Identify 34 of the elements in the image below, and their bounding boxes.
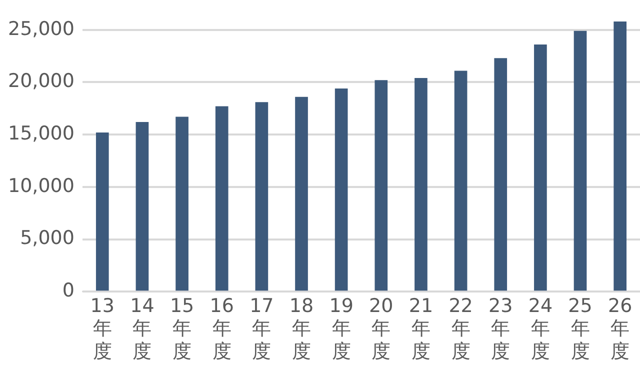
bar [136, 122, 149, 291]
x-tick-label: 23年度 [488, 294, 513, 363]
bar [574, 30, 587, 291]
x-tick-label: 13年度 [90, 294, 114, 363]
y-tick-label: 5,000 [20, 227, 74, 250]
bar [176, 116, 188, 291]
x-tick-label: 25年度 [568, 294, 592, 363]
x-tick-label: 17年度 [250, 294, 274, 363]
bar [334, 88, 348, 291]
y-tick-label: 15,000 [8, 122, 74, 144]
x-tick-label: 14年度 [130, 294, 154, 363]
bar [374, 80, 388, 291]
bar [255, 102, 268, 291]
y-tick-label: 0 [62, 280, 74, 302]
x-tick-label: 15年度 [170, 294, 194, 363]
bar [414, 78, 428, 291]
y-tick-label: 25,000 [8, 18, 74, 40]
x-tick-label: 18年度 [289, 294, 314, 363]
x-tick-label: 24年度 [528, 294, 553, 363]
bar [295, 96, 308, 291]
bar [534, 44, 547, 291]
y-tick-label: 20,000 [8, 70, 74, 92]
bar [614, 21, 627, 291]
x-tick-label: 22年度 [448, 294, 473, 363]
bar [494, 58, 508, 291]
x-tick-label: 16年度 [210, 294, 234, 363]
y-tick-label: 10,000 [8, 174, 74, 197]
bar [454, 70, 468, 291]
x-tick-label: 21年度 [408, 294, 434, 363]
bar [96, 132, 109, 291]
x-tick-label: 26年度 [608, 294, 632, 363]
x-tick-label: 20年度 [369, 294, 394, 363]
bar [215, 106, 228, 291]
x-tick-label: 19年度 [329, 294, 354, 363]
